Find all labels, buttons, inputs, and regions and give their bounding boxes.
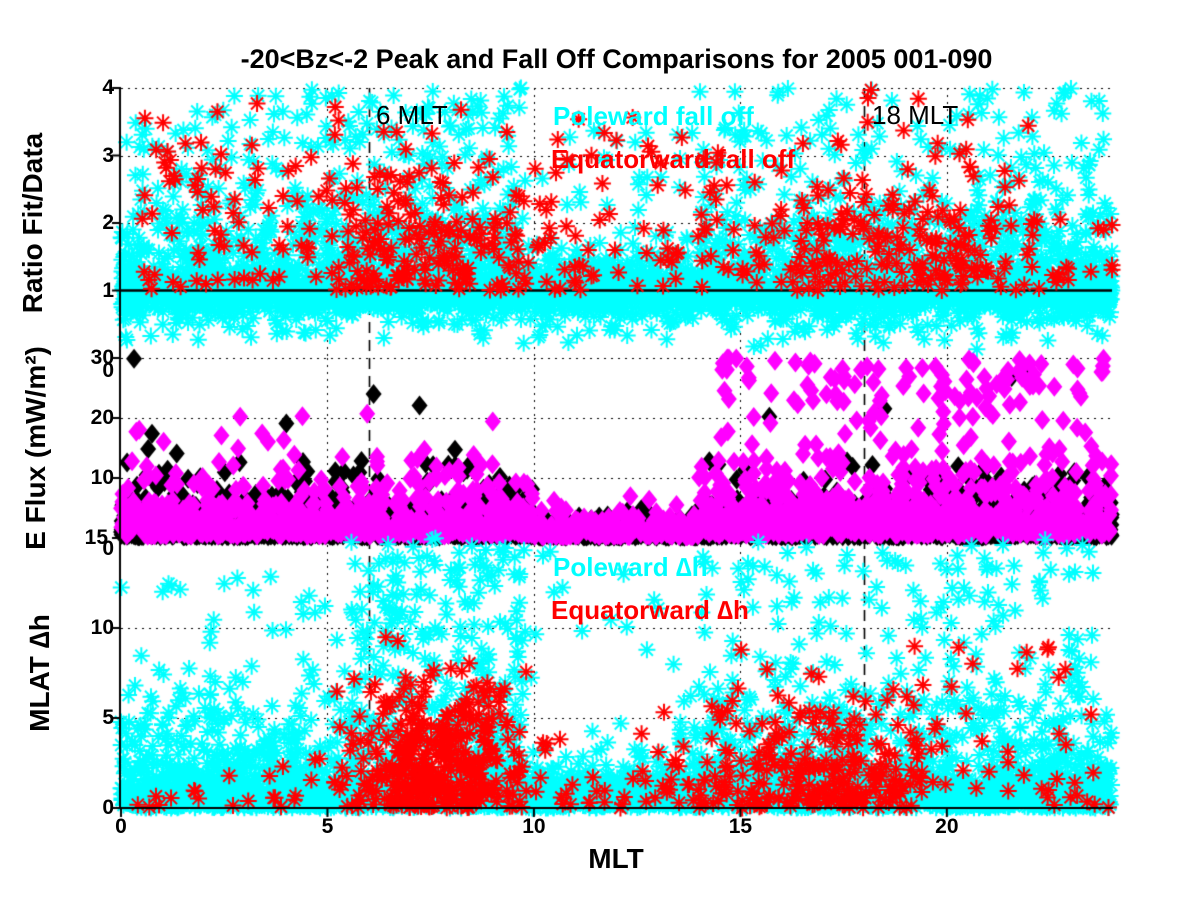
x-tick-label: 0 xyxy=(115,815,127,838)
vline-label-6mlt: 6 MLT xyxy=(376,100,448,130)
y-tick-label: 30 xyxy=(90,346,114,369)
y-tick-label: 10 xyxy=(90,616,114,639)
y-tick-label: 2 xyxy=(102,211,114,234)
y-tick-label: 10 xyxy=(90,466,114,489)
y-tick-label: 1 xyxy=(102,278,114,302)
y-tick-label: 0 xyxy=(102,796,114,819)
x-tick-label: 15 xyxy=(728,815,753,838)
x-tick-label: 5 xyxy=(321,815,334,838)
legend-equatorward-falloff: Equatorward fall off xyxy=(551,144,796,174)
y-tick-label: 0 xyxy=(102,359,114,382)
y-tick-label: 15 xyxy=(84,526,108,549)
chart-title: -20<Bz<-2 Peak and Fall Off Comparisons … xyxy=(240,44,993,74)
y-axis-label-ratio: Ratio Fit/Data xyxy=(17,132,48,314)
x-tick-label: 10 xyxy=(522,815,546,838)
y-tick-label: 3 xyxy=(102,143,114,167)
legend-poleward-dh: Poleward ∆h xyxy=(553,552,708,582)
y-tick-label: 20 xyxy=(90,406,114,429)
legend-equatorward-dh: Equatorward ∆h xyxy=(551,595,749,625)
y-axis-label-eflux: E Flux (mW/m²) xyxy=(20,346,51,550)
y-axis-label-mlat-dh: MLAT ∆h xyxy=(24,614,55,732)
x-tick-label: 20 xyxy=(935,815,959,838)
y-tick-label: 0 xyxy=(102,537,114,560)
y-tick-label: 4 xyxy=(102,76,114,99)
vline-label-18mlt: 18 MLT xyxy=(872,100,959,130)
x-axis-label: MLT xyxy=(588,843,644,874)
y-tick-label: 5 xyxy=(102,706,114,729)
legend-poleward-falloff: Poleward fall off xyxy=(553,101,754,131)
